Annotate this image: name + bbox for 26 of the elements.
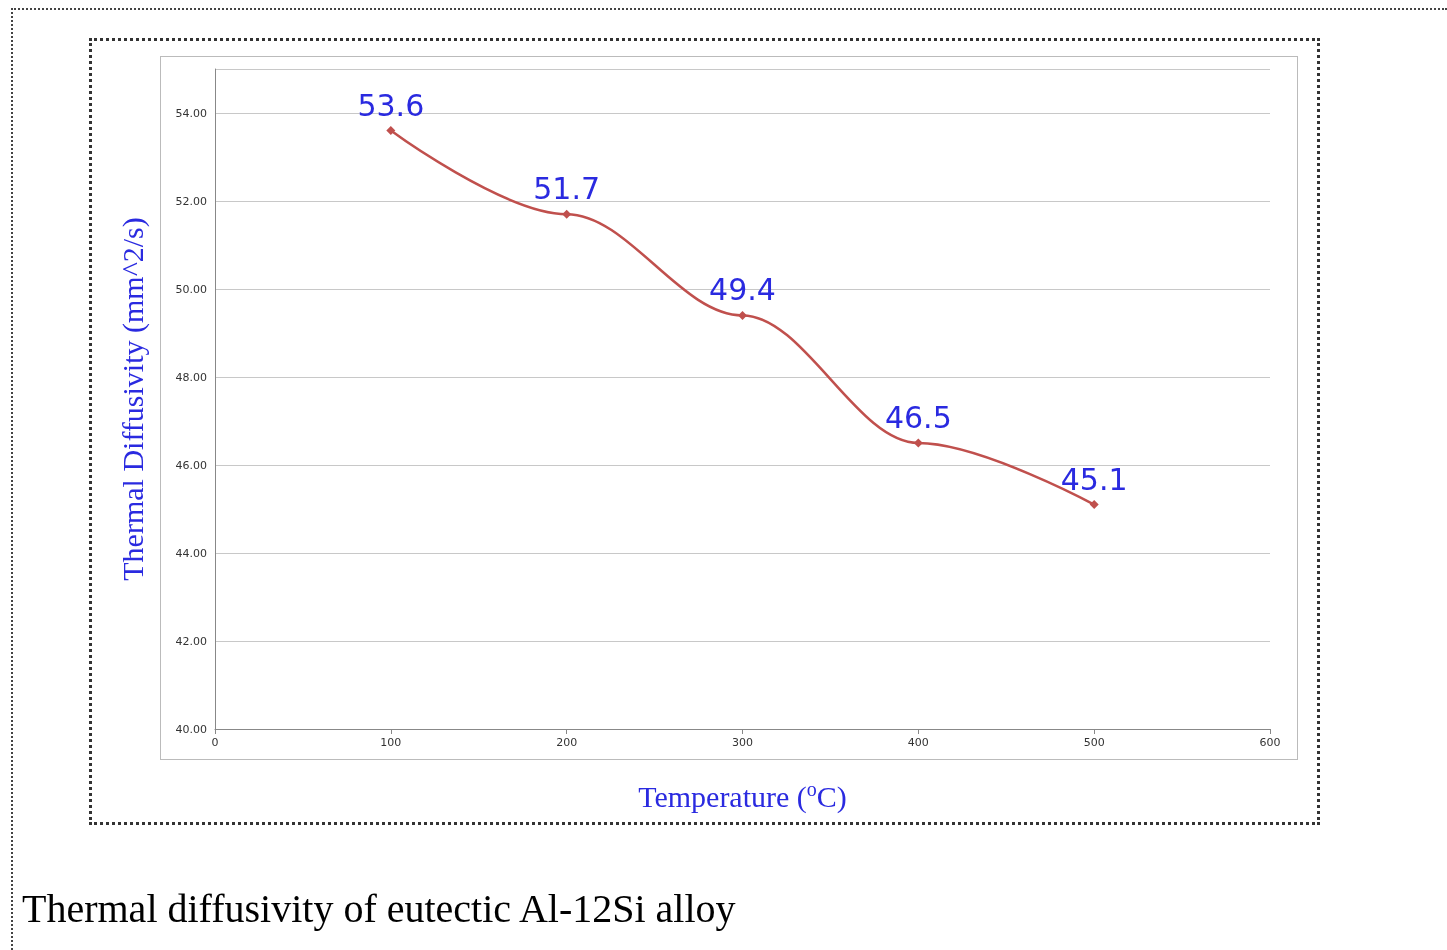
y-tick-label: 46.00 (175, 458, 207, 472)
x-tick-label: 500 (1083, 736, 1105, 749)
y-axis-title: Thermal Diffusivity (mm^2/s) (115, 217, 150, 581)
text: Thermal diffusivity of eutectic Al-12Si alloy (22, 885, 736, 931)
y-tick-label: 40.00 (175, 722, 207, 736)
point (562, 209, 572, 219)
x-tick-label: 100 (380, 736, 402, 749)
point (1089, 500, 1099, 510)
x-tick-label: 300 (732, 736, 753, 749)
data-label: 53.6 (357, 87, 425, 123)
y-tick-label: 50.00 (175, 282, 207, 296)
y-tick-label: 44.00 (175, 546, 207, 560)
x-tick-label: 200 (556, 736, 578, 749)
y-tick-label: 54.00 (175, 106, 207, 120)
y-tick-label: 52.00 (175, 194, 207, 208)
data-label: 51.7 (533, 171, 601, 207)
y-tick-label: 48.00 (175, 370, 207, 384)
point (738, 310, 747, 320)
x-tick-label: 400 (907, 736, 929, 749)
data-label: 45.1 (1060, 461, 1128, 497)
y-tick-label: 42.00 (175, 634, 207, 648)
point (386, 126, 396, 136)
data-label: 46.5 (884, 400, 952, 435)
x-tick-label: 600 (1259, 736, 1281, 749)
x-tick-label: 0 (211, 736, 219, 749)
data-label: 49.4 (709, 272, 776, 308)
